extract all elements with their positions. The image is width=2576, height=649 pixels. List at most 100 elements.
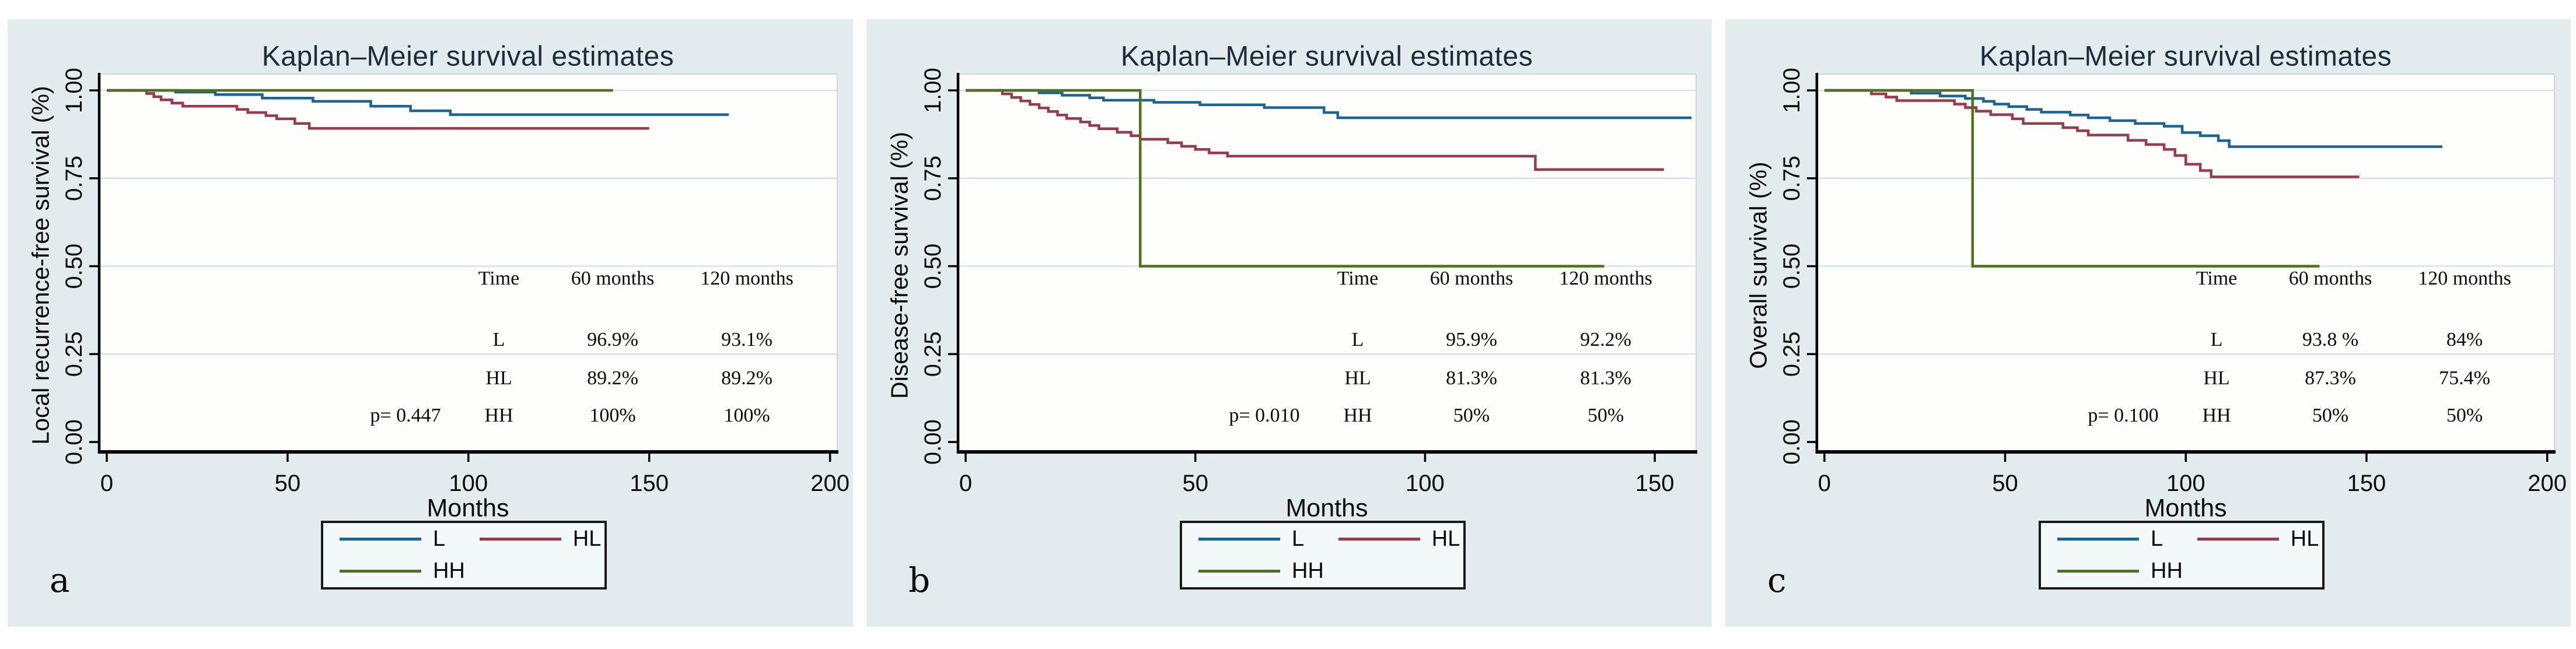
legend-label-L: L <box>2151 527 2163 551</box>
svg-text:100: 100 <box>449 471 488 496</box>
legend-label-HH: HH <box>433 559 465 583</box>
svg-text:0: 0 <box>1818 471 1831 496</box>
svg-text:50: 50 <box>1992 471 2018 496</box>
table-cell: 50% <box>1453 405 1490 426</box>
table-row-label: L <box>1351 329 1364 350</box>
legend-item-L: L <box>2057 527 2197 552</box>
table-cell: 92.2% <box>1580 329 1631 350</box>
svg-text:150: 150 <box>630 471 669 496</box>
table-cell: 50% <box>1587 405 1624 426</box>
svg-text:100: 100 <box>1406 471 1445 496</box>
table-cell: 96.9% <box>587 329 638 350</box>
legend-item-HH: HH <box>1198 559 1338 584</box>
km-plot-canvas: 0.00 0.25 0.50 0.75 1.00 0 50 100 150 <box>920 68 1697 496</box>
table-header-time: Time <box>478 268 520 289</box>
table-row-label: HL <box>1344 367 1371 389</box>
km-panel-b: 0.00 0.25 0.50 0.75 1.00 0 50 100 150 Kaplan–Mei… <box>859 0 1718 649</box>
legend-line-L-icon <box>1198 538 1280 541</box>
table-cell: 50% <box>2312 405 2349 426</box>
legend-label-HL: HL <box>1431 527 1460 551</box>
x-axis-label: Months <box>2144 494 2227 522</box>
table-header-60-months: 60 months <box>571 268 655 289</box>
svg-text:0: 0 <box>100 471 113 496</box>
p-value: p= 0.100 <box>2088 405 2159 426</box>
y-axis-label: Overall survival (%) <box>1745 162 1772 369</box>
legend-item-L: L <box>340 527 480 552</box>
legend-label-HL: HL <box>572 527 602 551</box>
table-header-time: Time <box>1337 268 1379 289</box>
svg-text:0.75: 0.75 <box>61 156 87 201</box>
svg-text:0: 0 <box>959 471 972 496</box>
legend-item-HL: HL <box>2197 527 2319 552</box>
table-header-120-months: 120 months <box>1559 268 1652 289</box>
svg-text:0.75: 0.75 <box>1779 156 1805 201</box>
svg-text:200: 200 <box>810 471 850 496</box>
legend-line-L-icon <box>2057 538 2139 541</box>
table-cell: 100% <box>723 405 770 426</box>
table-cell: 81.3% <box>1446 367 1497 389</box>
table-cell: 93.8 % <box>2302 329 2359 350</box>
svg-text:0.75: 0.75 <box>920 156 946 201</box>
legend-label-L: L <box>433 527 446 551</box>
km-plot-canvas: 0.00 0.25 0.50 0.75 1.00 0 50 100 150 200 <box>1779 68 2567 496</box>
legend-item-HL: HL <box>479 527 602 552</box>
table-row-label: HH <box>484 405 513 426</box>
svg-text:150: 150 <box>2347 471 2386 496</box>
km-plot-canvas: 0.00 0.25 0.50 0.75 1.00 0 50 100 150 200 <box>61 68 850 496</box>
table-cell: 50% <box>2446 405 2483 426</box>
legend-line-HH-icon <box>340 570 421 573</box>
table-row-label: HH <box>1343 405 1372 426</box>
y-axis-label: Disease-free survival (%) <box>886 132 913 399</box>
svg-text:50: 50 <box>1182 471 1208 496</box>
svg-text:0.50: 0.50 <box>920 244 946 289</box>
table-cell: 87.3% <box>2305 367 2356 389</box>
y-axis-label: Local recurrence-free survival (%) <box>27 86 54 445</box>
svg-text:0.00: 0.00 <box>61 419 87 465</box>
legend-item-HH: HH <box>340 559 480 584</box>
svg-text:0.00: 0.00 <box>920 419 946 465</box>
legend-label-HL: HL <box>2290 527 2319 551</box>
legend-item-L: L <box>1198 527 1338 552</box>
x-axis-label: Months <box>1285 494 1368 522</box>
svg-text:0.25: 0.25 <box>920 331 946 377</box>
chart-title: Kaplan–Meier survival estimates <box>1120 41 1533 72</box>
legend-line-HH-icon <box>2057 570 2139 573</box>
chart-title: Kaplan–Meier survival estimates <box>1979 41 2392 72</box>
legend-label-L: L <box>1292 527 1305 551</box>
table-row-label: HL <box>2203 367 2230 389</box>
legend-line-HL-icon <box>2197 538 2279 541</box>
table-cell: 75.4% <box>2439 367 2490 389</box>
legend-label-HH: HH <box>1292 559 1324 583</box>
table-row-label: HH <box>2202 405 2231 426</box>
svg-text:0.00: 0.00 <box>1779 419 1805 465</box>
table-row-label: L <box>492 329 505 350</box>
svg-text:1.00: 1.00 <box>920 68 946 113</box>
svg-text:1.00: 1.00 <box>61 68 87 113</box>
legend-line-L-icon <box>340 538 421 541</box>
table-cell: 100% <box>589 405 636 426</box>
svg-text:0.50: 0.50 <box>61 244 87 289</box>
panel-letter: a <box>50 560 70 600</box>
p-value: p= 0.447 <box>370 405 441 426</box>
table-row-label: L <box>2210 329 2223 350</box>
table-header-60-months: 60 months <box>1429 268 1514 289</box>
table-header-120-months: 120 months <box>700 268 794 289</box>
legend: L HL HH <box>2039 521 2325 590</box>
svg-text:0.25: 0.25 <box>61 331 87 377</box>
table-row-label: HL <box>485 367 512 389</box>
table-cell: 84% <box>2446 329 2483 350</box>
table-header-time: Time <box>2196 268 2238 289</box>
legend-line-HL-icon <box>1338 538 1420 541</box>
p-value: p= 0.010 <box>1229 405 1300 426</box>
legend: L HL HH <box>321 521 607 590</box>
chart-title: Kaplan–Meier survival estimates <box>261 41 674 72</box>
svg-text:200: 200 <box>2528 471 2567 496</box>
panel-letter: c <box>1767 560 1787 600</box>
table-cell: 95.9% <box>1446 329 1497 350</box>
table-cell: 93.1% <box>721 329 773 350</box>
legend-item-HH: HH <box>2057 559 2197 584</box>
legend-line-HL-icon <box>479 538 561 541</box>
legend: L HL HH <box>1180 521 1466 590</box>
table-cell: 89.2% <box>721 367 773 389</box>
